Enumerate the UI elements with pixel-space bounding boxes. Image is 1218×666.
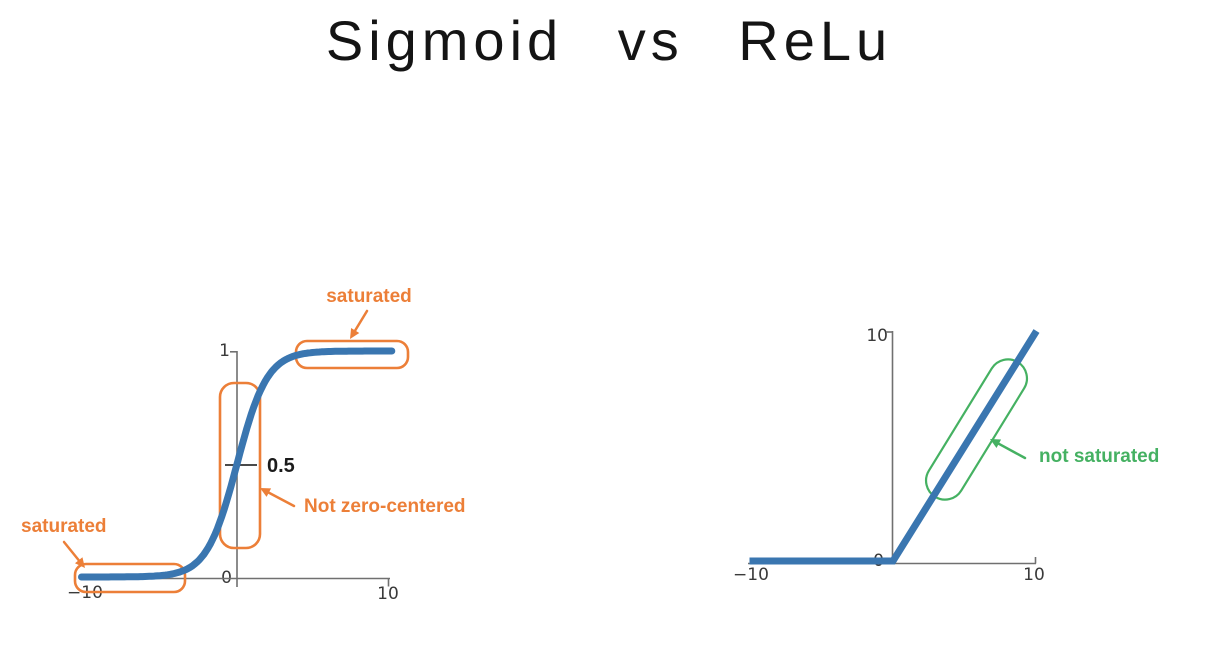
- page-title: Sigmoid vs ReLu: [325, 9, 893, 72]
- relu-curve: [749, 329, 1040, 565]
- annotation-saturated-top: saturated: [326, 286, 412, 307]
- not-saturated-arrow-head: [990, 439, 1002, 448]
- saturated-top-arrow-head: [350, 327, 360, 339]
- relu-origin-label: 0: [873, 551, 884, 571]
- sigmoid-ytick-1: 1: [219, 341, 230, 361]
- saturated-top-arrow: [352, 309, 369, 334]
- not-zero-centered-box: [218, 381, 262, 550]
- saturated-bottom-arrow: [62, 540, 82, 564]
- not-zero-centered-arrow: [265, 490, 296, 508]
- saturated-bottom-arrow-head: [74, 557, 85, 568]
- sigmoid-origin-label: 0: [221, 568, 232, 588]
- annotation-saturated-bottom: saturated: [21, 516, 107, 537]
- sigmoid-xtick-minus10: −10: [67, 583, 103, 603]
- annotation-not-saturated: not saturated: [1039, 446, 1160, 467]
- sigmoid-xtick-10: 10: [377, 584, 399, 604]
- annotation-boxes-layer: [73, 339, 1029, 594]
- sigmoid-curve: [78, 347, 396, 581]
- curves-layer: [78, 329, 1040, 581]
- relu-xtick-minus10: −10: [733, 565, 769, 585]
- annotation-not-zero-centered: Not zero-centered: [304, 496, 466, 517]
- relu-xtick-10: 10: [1023, 565, 1045, 585]
- not-saturated-arrow: [995, 441, 1027, 460]
- not-zero-centered-arrow-head: [260, 488, 272, 497]
- relu-ytick-10: 10: [866, 326, 888, 346]
- axes-layer: [82, 331, 1037, 587]
- saturated-top-box: [294, 339, 410, 370]
- sigmoid-midpoint-value: 0.5: [267, 455, 295, 477]
- not-saturated-box: [924, 358, 1029, 501]
